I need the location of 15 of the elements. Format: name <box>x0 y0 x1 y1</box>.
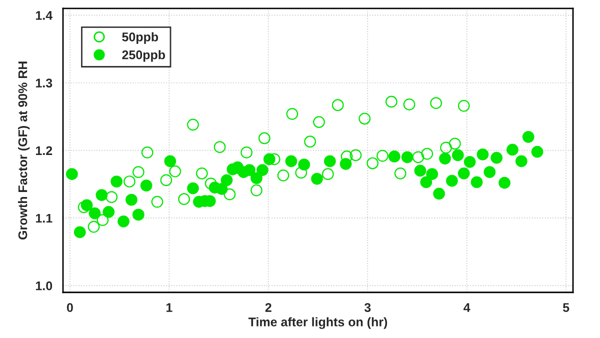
x-axis-title: Time after lights on (hr) <box>248 317 388 329</box>
legend-label: 50ppb <box>122 32 158 44</box>
x-tick-label: 5 <box>562 303 570 312</box>
y-axis-title: Growth Factor (GF) at 90% RH <box>18 62 30 240</box>
x-tick-label: 2 <box>265 303 272 312</box>
legend-label: 250ppb <box>122 50 165 62</box>
y-tick-label: 1.4 <box>36 11 53 20</box>
x-tick-label: 3 <box>364 303 371 312</box>
y-tick-label: 1.1 <box>36 214 52 223</box>
x-tick-label: 1 <box>166 303 172 312</box>
y-tick-label: 1.3 <box>36 78 52 88</box>
y-tick-label: 1.0 <box>36 281 52 290</box>
x-tick-label: 0 <box>66 303 73 312</box>
x-tick-label: 4 <box>464 303 470 312</box>
y-tick-label: 1.2 <box>36 146 52 155</box>
